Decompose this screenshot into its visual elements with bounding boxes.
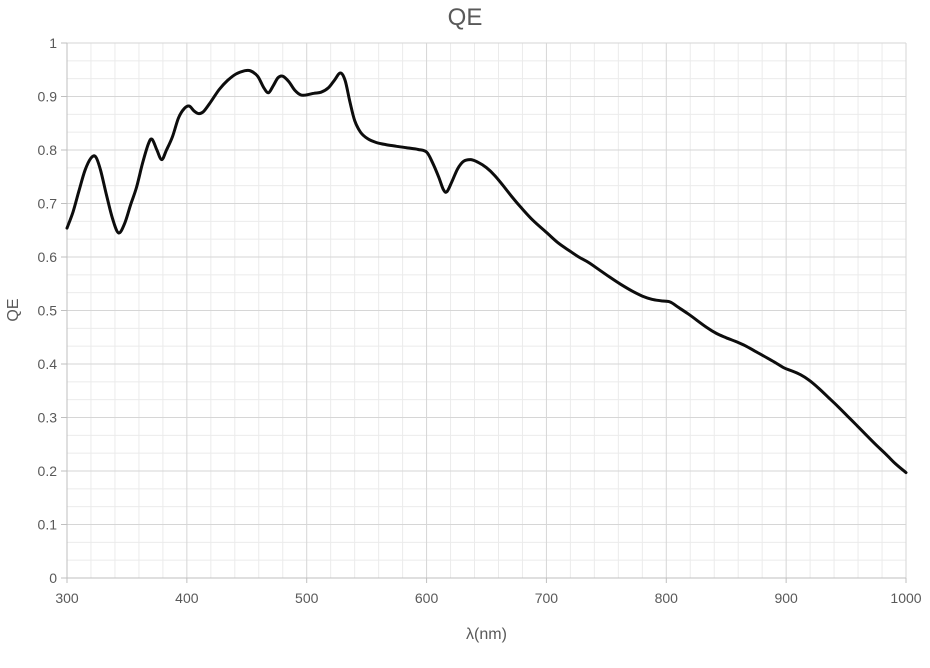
gridlines-major [66,42,907,579]
y-tick-label: 0.7 [38,196,58,212]
y-tick-label: 0.3 [38,410,58,426]
qe-curve [65,68,908,475]
x-tick-label: 900 [774,590,798,606]
x-tick-label: 400 [175,590,199,606]
x-tick-label: 800 [655,590,679,606]
y-axis-title: QE [5,298,22,322]
x-axis-title: λ(nm) [466,626,507,643]
tick-marks [61,42,907,583]
y-tick-label: 0.2 [38,463,58,479]
y-tick-labels: 0 0.1 0.2 0.3 0.4 0.5 0.6 0.7 0.8 0.9 1 [38,35,58,586]
chart-title: QE [447,4,483,31]
y-tick-label: 0.1 [38,517,58,533]
y-tick-label: 1 [49,35,57,51]
x-tick-label: 700 [535,590,559,606]
y-tick-label: 0 [49,570,57,586]
x-tick-label: 500 [295,590,319,606]
y-tick-label: 0.8 [38,142,58,158]
x-tick-label: 300 [55,590,79,606]
x-tick-label: 600 [415,590,439,606]
y-tick-label: 0.4 [38,356,58,372]
y-tick-label: 0.5 [38,303,58,319]
y-tick-label: 0.9 [38,89,58,105]
x-tick-label: 1000 [890,590,921,606]
y-tick-label: 0.6 [38,249,58,265]
x-tick-labels: 300 400 500 600 700 800 900 1000 [55,590,921,606]
